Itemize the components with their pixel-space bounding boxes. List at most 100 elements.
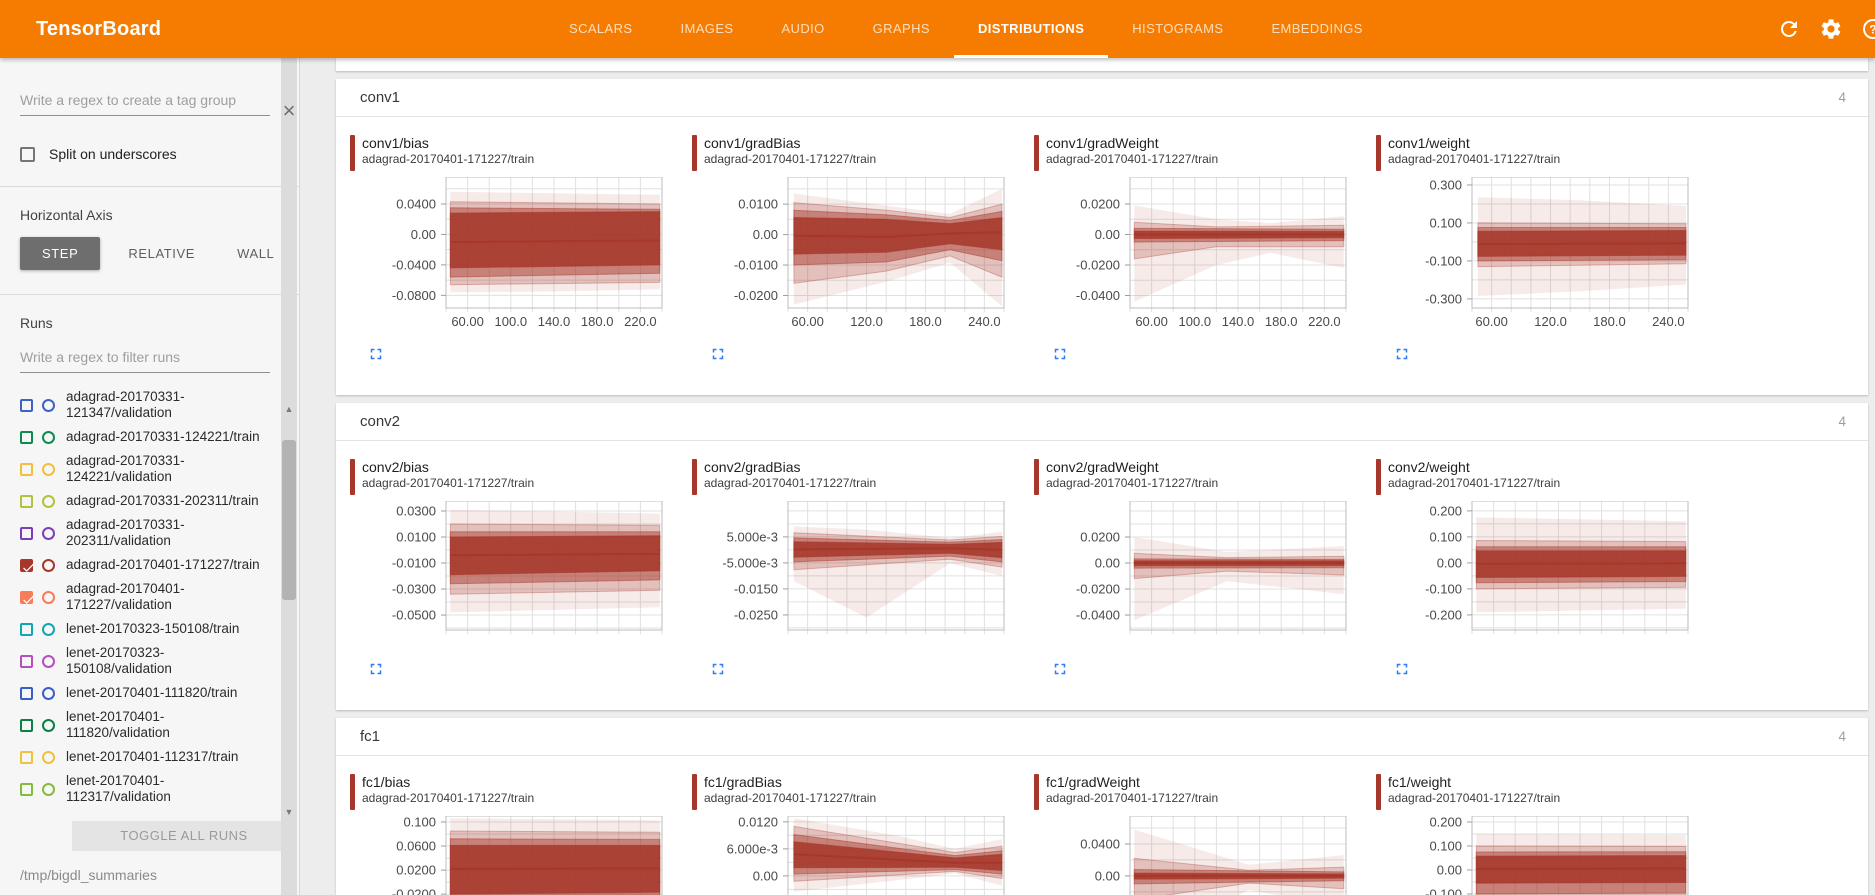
svg-text:-0.300: -0.300	[1425, 291, 1462, 306]
chart-card: conv2/weight adagrad-20170401-171227/trai…	[1376, 459, 1718, 678]
help-icon[interactable]: ?	[1861, 17, 1875, 41]
nav-tabs: SCALARS IMAGES AUDIO GRAPHS DISTRIBUTIONS HIS…	[545, 0, 1387, 58]
run-row[interactable]: adagrad-20170331-124221/train	[20, 425, 282, 449]
run-checkbox-icon[interactable]	[20, 398, 33, 412]
toggle-all-runs-button[interactable]: TOGGLE ALL RUNS	[72, 821, 296, 851]
split-underscores-checkbox[interactable]: Split on underscores	[20, 146, 299, 162]
svg-text:180.0: 180.0	[1593, 314, 1626, 329]
run-checkbox-icon[interactable]	[20, 526, 33, 540]
settings-gear-icon[interactable]	[1819, 17, 1843, 41]
split-underscores-label: Split on underscores	[49, 146, 177, 162]
tab-scalars[interactable]: SCALARS	[569, 21, 633, 36]
distribution-plot: 5.000e-3 -5.000e-3 -0.0150 -0.0250	[722, 501, 1005, 634]
tag-group-header[interactable]: fc1 4	[336, 718, 1868, 756]
svg-text:0.00: 0.00	[411, 227, 436, 242]
run-row[interactable]: adagrad-20170401-171227/train	[20, 553, 282, 577]
run-isolate-icon[interactable]	[42, 398, 55, 412]
tab-embeddings[interactable]: EMBEDDINGS	[1271, 21, 1363, 36]
run-isolate-icon[interactable]	[42, 718, 55, 732]
run-row[interactable]: lenet-20170401-111820/train	[20, 681, 282, 705]
chart-card: fc1/gradWeight adagrad-20170401-171227/tr…	[1034, 774, 1376, 895]
run-row[interactable]: lenet-20170401-111820/validation	[20, 705, 282, 745]
refresh-icon[interactable]	[1777, 17, 1801, 41]
run-isolate-icon[interactable]	[42, 686, 55, 700]
axis-mode-relative[interactable]: RELATIVE	[128, 246, 196, 261]
tag-regex-input[interactable]	[20, 88, 270, 116]
checkbox-icon[interactable]	[20, 146, 35, 162]
svg-text:0.0200: 0.0200	[1080, 196, 1120, 211]
tag-group-name: conv2	[360, 413, 401, 430]
tab-distributions[interactable]: DISTRIBUTIONS	[953, 0, 1109, 58]
run-name: lenet-20170401-111820/validation	[66, 709, 170, 740]
distribution-plot: 0.0100 0.00 -0.0100 -0.0200 60.00 120.0 180.0 2…	[734, 177, 1005, 329]
distribution-plot: 0.200 0.100 0.00 -0.100	[1425, 816, 1689, 895]
distribution-plot: 0.300 0.100 -0.100 -0.300 60.00 120.0 180.0 240…	[1425, 177, 1689, 329]
run-isolate-icon[interactable]	[42, 430, 55, 444]
expand-chart-icon[interactable]	[367, 345, 385, 363]
run-checkbox-icon[interactable]	[20, 686, 33, 700]
run-isolate-icon[interactable]	[42, 526, 55, 540]
run-checkbox-icon[interactable]	[20, 622, 33, 636]
run-isolate-icon[interactable]	[42, 558, 55, 572]
svg-text:0.0200: 0.0200	[396, 863, 436, 878]
run-isolate-icon[interactable]	[42, 622, 55, 636]
expand-chart-icon[interactable]	[1393, 345, 1411, 363]
run-row[interactable]: lenet-20170401-112317/validation	[20, 769, 282, 809]
run-row[interactable]: adagrad-20170331-124221/validation	[20, 449, 282, 489]
run-checkbox-icon[interactable]	[20, 590, 35, 604]
chart-title-block: conv2/weight adagrad-20170401-171227/trai…	[1376, 459, 1718, 495]
chart-title-block: conv1/bias adagrad-20170401-171227/train	[350, 135, 692, 171]
run-checkbox-icon[interactable]	[20, 494, 33, 508]
run-row[interactable]: lenet-20170401-112317/train	[20, 745, 282, 769]
run-isolate-icon[interactable]	[42, 462, 55, 476]
run-checkbox-icon[interactable]	[20, 718, 33, 732]
distribution-plot: 0.100 0.0600 0.0200 -0.0200	[392, 816, 663, 895]
distribution-plot: 0.0300 0.0100 -0.0100 -0.0300 -0.0500	[392, 501, 663, 634]
chart-title-block: fc1/gradBias adagrad-20170401-171227/trai…	[692, 774, 1034, 810]
run-row[interactable]: lenet-20170323-150108/train	[20, 617, 282, 641]
run-isolate-icon[interactable]	[42, 494, 55, 508]
tab-graphs[interactable]: GRAPHS	[872, 21, 930, 36]
tab-audio[interactable]: AUDIO	[781, 21, 825, 36]
expand-chart-icon[interactable]	[1051, 660, 1069, 678]
run-isolate-icon[interactable]	[42, 750, 55, 764]
scroll-up-icon[interactable]	[283, 403, 295, 415]
expand-chart-icon[interactable]	[709, 660, 727, 678]
help-glyph: ?	[1869, 23, 1875, 37]
expand-chart-icon[interactable]	[367, 660, 385, 678]
run-row[interactable]: lenet-20170323-150108/validation	[20, 641, 282, 681]
tag-group-name: conv1	[360, 89, 401, 106]
tag-group-header[interactable]: conv1 4	[336, 79, 1868, 117]
chart-run-label: adagrad-20170401-171227/train	[704, 791, 877, 805]
tab-histograms[interactable]: HISTOGRAMS	[1132, 21, 1224, 36]
run-checkbox-icon[interactable]	[20, 654, 33, 668]
run-row[interactable]: adagrad-20170331-202311/train	[20, 489, 282, 513]
run-checkbox-icon[interactable]	[20, 430, 33, 444]
axis-mode-step[interactable]: STEP	[20, 237, 101, 270]
axis-mode-wall[interactable]: WALL	[237, 246, 275, 261]
chart-title-block: conv2/gradWeight adagrad-20170401-171227/…	[1034, 459, 1376, 495]
runs-regex-input[interactable]	[20, 345, 270, 373]
expand-chart-icon[interactable]	[709, 345, 727, 363]
sidebar-scrollbar-thumb[interactable]	[282, 440, 296, 600]
expand-chart-icon[interactable]	[1051, 345, 1069, 363]
scroll-down-icon[interactable]	[283, 806, 295, 818]
run-row[interactable]: adagrad-20170331-202311/validation	[20, 513, 282, 553]
run-color-bar	[692, 459, 697, 495]
distribution-plot: 0.0200 0.00 -0.0200 -0.0400	[1076, 501, 1347, 634]
run-row[interactable]: adagrad-20170401-171227/validation	[20, 577, 282, 617]
run-checkbox-icon[interactable]	[20, 558, 35, 572]
run-isolate-icon[interactable]	[42, 654, 55, 668]
tag-group-header[interactable]: conv2 4	[336, 403, 1868, 441]
svg-text:220.0: 220.0	[624, 314, 657, 329]
expand-chart-icon[interactable]	[1393, 660, 1411, 678]
run-row[interactable]: adagrad-20170331-121347/validation	[20, 385, 282, 425]
tab-images[interactable]: IMAGES	[680, 21, 734, 36]
run-checkbox-icon[interactable]	[20, 462, 33, 476]
run-isolate-icon[interactable]	[42, 782, 55, 796]
main-content: conv1 4 conv1/bias adagrad-20170401-171227/…	[300, 58, 1875, 895]
clear-tag-regex-icon[interactable]	[278, 100, 300, 122]
run-isolate-icon[interactable]	[42, 590, 55, 604]
run-checkbox-icon[interactable]	[20, 750, 33, 764]
run-checkbox-icon[interactable]	[20, 782, 33, 796]
